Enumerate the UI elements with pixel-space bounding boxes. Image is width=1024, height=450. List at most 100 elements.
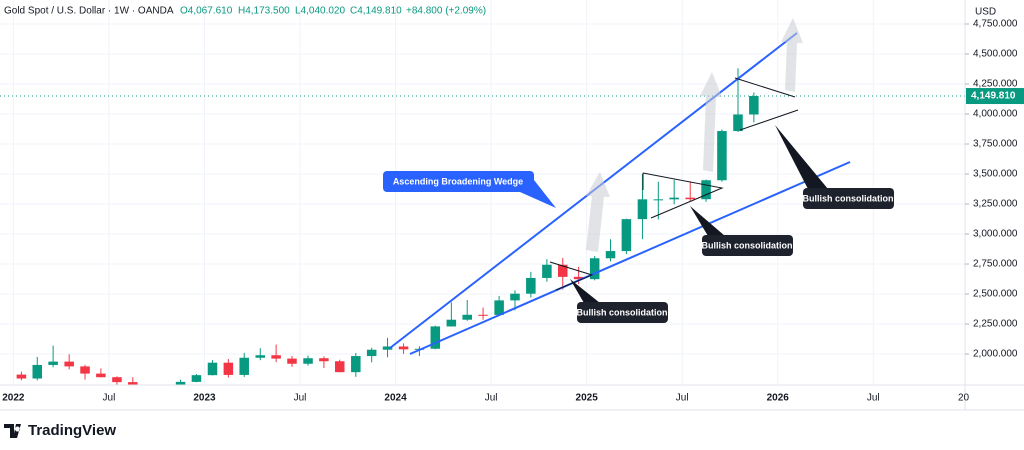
y-tick-label: 4,500.000 bbox=[973, 49, 1018, 60]
triangle bbox=[642, 172, 724, 219]
candle-body bbox=[351, 356, 361, 373]
callout-tail bbox=[775, 125, 828, 189]
candle-body bbox=[621, 219, 632, 252]
x-tick-label: 2026 bbox=[767, 393, 790, 404]
logo: TradingView bbox=[4, 422, 116, 439]
plot-area bbox=[0, 0, 965, 385]
x-tick-label: 2023 bbox=[193, 393, 216, 404]
x-tick-label: 2022 bbox=[2, 393, 25, 404]
callout-text: Bullish consolidation bbox=[701, 240, 792, 250]
candle-body bbox=[382, 346, 393, 350]
arrow bbox=[586, 172, 610, 252]
candle-body bbox=[303, 358, 313, 364]
brand: TradingView bbox=[28, 422, 116, 439]
candle-body bbox=[685, 197, 695, 200]
y-tick-label: 2,750.000 bbox=[973, 259, 1018, 270]
y-tick-label: 4,250.000 bbox=[973, 79, 1018, 90]
ohlc-low: L4,040.020 bbox=[295, 6, 345, 17]
candle-body bbox=[462, 314, 472, 320]
y-tick-label: 3,750.000 bbox=[973, 139, 1018, 150]
candle-body bbox=[175, 381, 186, 385]
candle-body bbox=[542, 264, 552, 278]
y-tick-label: 4,750.000 bbox=[973, 19, 1018, 30]
x-tick-label: Jul bbox=[867, 393, 880, 404]
candle-body bbox=[717, 131, 727, 181]
candle-body bbox=[653, 199, 664, 201]
x-tick-label: 2024 bbox=[384, 393, 407, 404]
wedge-lower bbox=[409, 161, 851, 355]
callout bbox=[383, 171, 534, 192]
ohlc-change: +84.800 (+2.09%) bbox=[406, 6, 486, 17]
candle-body bbox=[510, 293, 520, 301]
triangle bbox=[549, 261, 594, 291]
callout-text: Bullish consolidation bbox=[802, 193, 893, 203]
candle-body bbox=[271, 355, 281, 359]
y-tick-label: 4,000.000 bbox=[973, 109, 1018, 120]
candle-body bbox=[478, 314, 488, 316]
callout-text: Bullish consolidation bbox=[576, 307, 667, 317]
candle-body bbox=[526, 277, 536, 294]
candle-body bbox=[366, 349, 377, 357]
callout-text: Ascending Broadening Wedge bbox=[393, 176, 523, 186]
candle-body bbox=[223, 362, 234, 375]
candle-body bbox=[430, 326, 441, 349]
candle-body bbox=[64, 361, 74, 367]
candle-body bbox=[749, 96, 759, 115]
candle-body bbox=[589, 258, 600, 280]
currency: USD bbox=[975, 7, 996, 18]
ohlc-high: H4,173.500 bbox=[238, 6, 290, 17]
x-tick-label: Jul bbox=[676, 393, 689, 404]
y-tick-label: 3,000.000 bbox=[973, 229, 1018, 240]
candle-body bbox=[191, 375, 202, 382]
candle-body bbox=[32, 364, 43, 379]
last-price-box bbox=[966, 88, 1024, 105]
candle-body bbox=[96, 373, 106, 378]
candle-body bbox=[128, 382, 138, 385]
x-tick-label: Jul bbox=[485, 393, 498, 404]
candle-body bbox=[446, 319, 457, 327]
y-tick-label: 3,250.000 bbox=[973, 199, 1018, 210]
triangle bbox=[734, 77, 799, 131]
candle-body bbox=[605, 251, 616, 259]
callout-tail bbox=[690, 206, 725, 236]
candle-body bbox=[287, 358, 297, 364]
candle-body bbox=[494, 300, 504, 315]
candle-body bbox=[255, 355, 266, 358]
candle-body bbox=[112, 377, 122, 383]
x-tick-label: 20 bbox=[958, 393, 970, 404]
drawings: Ascending Broadening Wedge Bullish conso… bbox=[383, 18, 894, 355]
callout bbox=[702, 235, 793, 256]
candle-body bbox=[239, 357, 249, 375]
candle-body bbox=[701, 180, 711, 200]
x-tick-label: Jul bbox=[294, 393, 307, 404]
callout bbox=[803, 188, 894, 209]
logo-mark bbox=[4, 424, 21, 438]
ohlc-close: C4,149.810 bbox=[350, 6, 402, 17]
callout bbox=[577, 302, 668, 323]
arrow bbox=[700, 72, 722, 172]
arrow bbox=[781, 18, 803, 92]
y-tick-label: 2,250.000 bbox=[973, 319, 1018, 330]
candle-body bbox=[398, 346, 409, 350]
symbol: Gold Spot / U.S. Dollar · 1W · OANDA bbox=[4, 6, 174, 17]
last-price-label: 4,149.810 bbox=[971, 91, 1016, 102]
candle-body bbox=[16, 374, 27, 379]
candle-body bbox=[319, 358, 329, 362]
candle-body bbox=[80, 366, 90, 374]
candle-body bbox=[207, 362, 218, 376]
callout-tail bbox=[570, 279, 600, 303]
candle-body bbox=[573, 276, 584, 280]
x-tick-label: Jul bbox=[103, 393, 116, 404]
candle-body bbox=[48, 361, 58, 365]
y-tick-label: 3,500.000 bbox=[973, 169, 1018, 180]
y-tick-label: 2,000.000 bbox=[973, 349, 1018, 360]
y-tick-label: 2,500.000 bbox=[973, 289, 1018, 300]
ohlc-open: O4,067.610 bbox=[180, 6, 233, 17]
x-tick-label: 2025 bbox=[576, 393, 599, 404]
candle-body bbox=[637, 199, 648, 220]
candle-body bbox=[557, 264, 568, 277]
candle-body bbox=[733, 114, 743, 132]
candle-body bbox=[669, 197, 679, 200]
